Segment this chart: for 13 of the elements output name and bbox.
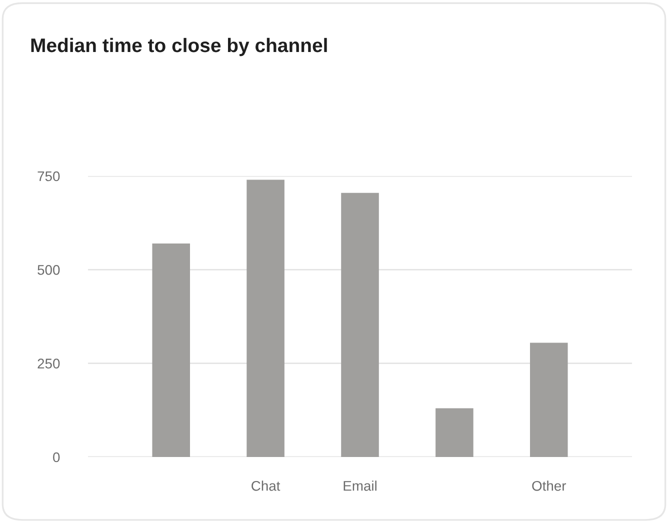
bar <box>246 180 284 457</box>
y-tick-label: 500 <box>38 265 60 275</box>
bar <box>341 192 379 457</box>
y-tick-label: 250 <box>38 358 60 369</box>
x-tick-label: Other <box>532 480 566 491</box>
bar <box>436 408 474 457</box>
bar <box>530 342 568 457</box>
y-tick-label: 750 <box>38 171 60 182</box>
x-tick-label: Email <box>344 480 376 491</box>
y-tick-label: 0 <box>53 452 60 462</box>
bar <box>152 243 190 457</box>
x-tick-label: Chat <box>252 480 280 491</box>
chart-title: Median time to close by channel <box>31 38 327 56</box>
